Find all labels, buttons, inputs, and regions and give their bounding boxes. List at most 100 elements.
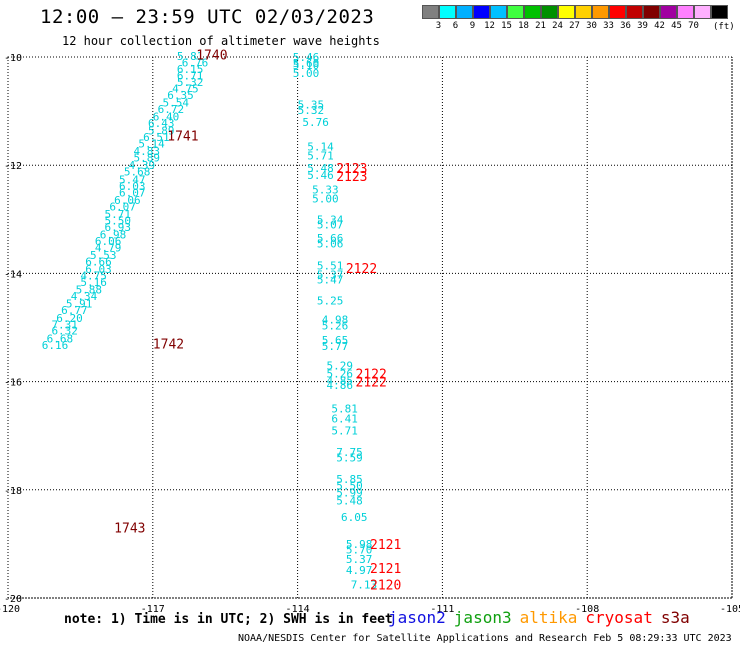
satellite-legend: jason2 jason3 altika cryosat s3a [388,608,698,627]
legend-swatches [422,5,728,19]
legend-swatch [592,5,609,19]
x-tick-label: -111 [430,604,454,615]
pass-label: 2122 [356,367,387,382]
note-text: note: 1) Time is in UTC; 2) SWH is in fe… [64,612,393,627]
wave-height-value: 6.15 [177,63,204,76]
wave-height-value: 5.89 [148,125,175,138]
wave-height-value: 5.59 [336,451,363,464]
wave-height-value: 5.60 [293,57,320,70]
satellite-name: altika [519,608,578,627]
wave-height-value: 5.06 [317,238,344,251]
wave-height-value: 5.47 [317,273,344,286]
pass-label: 2122 [346,262,377,277]
wave-height-value: 5.26 [327,367,354,380]
map-frame [7,56,733,599]
wave-height-value: 5.48 [307,162,334,175]
wave-height-value: 6.07 [109,200,136,213]
wave-height-value: 6.77 [61,304,88,317]
pass-label: 2123 [336,162,367,177]
x-tick-label: -117 [141,604,165,615]
y-tick-label: -10 [4,53,22,64]
wave-height-value: 5.51 [317,259,344,272]
pass-label: 2120 [370,578,401,593]
wave-height-value: 5.46 [307,169,334,182]
y-tick-label: -20 [4,594,22,605]
legend-swatch [473,5,490,19]
legend-label: 36 [620,21,631,31]
wave-height-value: 6.16 [42,339,69,352]
wave-height-value: 5.76 [302,116,329,129]
legend-label: 12 [484,21,495,31]
wave-height-value: 5.81 [177,50,204,63]
wave-height-value: 4.86 [327,379,354,392]
wave-height-value: 6.66 [85,255,112,268]
pass-label: 2123 [336,170,367,185]
pass-label: 1743 [114,522,145,537]
wave-height-value: 5.66 [317,232,344,245]
wave-height-value: 6.98 [100,228,127,241]
wave-height-value: 5.37 [317,268,344,281]
y-tick-label: -14 [4,269,22,280]
legend-swatch [660,5,677,19]
wave-height-value: 6.51 [143,131,170,144]
wave-height-value: 5.77 [322,340,349,353]
wave-height-value: 5.71 [105,208,131,221]
wave-height-value: 6.06 [114,194,141,207]
satellite-name: cryosat [585,608,653,627]
wave-height-value: 6.76 [182,56,209,69]
legend-label: 18 [518,21,529,31]
wave-height-value: 5.50 [336,479,363,492]
legend-swatch [456,5,473,19]
legend-swatch [609,5,626,19]
x-tick-label: -105 [720,604,740,615]
legend-label: 21 [535,21,546,31]
legend-label: 6 [452,21,459,31]
wave-height-value: 6.20 [56,312,82,325]
wave-height-value: 5.34 [317,213,344,226]
wave-height-value: 6.72 [158,103,185,116]
legend-swatch [422,5,439,19]
wave-height-value: 6.03 [119,180,146,193]
wave-height-value: 5.16 [80,276,107,289]
wave-height-value: 5.00 [312,193,339,206]
legend-label: 24 [552,21,563,31]
y-tick-label: -18 [4,486,22,497]
wave-height-value: 4.83 [133,145,160,158]
legend-swatch [694,5,711,19]
legend-label: 27 [569,21,580,31]
wave-height-value: 5.14 [138,138,165,151]
pass-label: 1741 [167,129,198,144]
footer-credit: NOAA/NESDIS Center for Satellite Applica… [238,633,732,644]
legend-label: 9 [469,21,476,31]
wave-height-value: 6.41 [331,412,358,425]
x-tick-label: -108 [575,604,599,615]
wave-height-value: 5.35 [298,99,325,112]
wave-height-value: 6.71 [177,69,204,82]
legend-label: 33 [603,21,614,31]
wave-height-value: 6.07 [119,186,146,199]
wave-height-value: 5.47 [119,173,146,186]
wave-height-value: 7.75 [336,446,363,459]
legend-labels: 3 6 9 12 15 18 21 24 27 30 33 36 39 42 45 70 [422,21,728,31]
wave-height-value: 6.93 [105,221,131,234]
y-tick-label: -12 [4,161,22,172]
wave-height-value: 5.99 [336,487,363,500]
legend-swatch [575,5,592,19]
wave-height-value: 6.68 [47,332,74,345]
wave-height-value: 6.43 [148,117,175,130]
wave-height-value: 5.32 [177,76,204,89]
wave-height-value: 5.29 [327,359,354,372]
legend-label: 3 [435,21,442,31]
pass-label: 2121 [370,562,401,577]
pass-label: 2122 [356,376,387,391]
wave-height-value: 5.65 [322,334,349,347]
legend-swatch [439,5,456,19]
legend-swatch [507,5,524,19]
wave-height-value: 6.32 [51,325,78,338]
satellite-name: jason2 [388,608,446,627]
wave-height-value: 4.75 [80,270,107,283]
legend-label: 70 [688,21,699,31]
map-title: 12:00 — 23:59 UTC 02/03/2023 [40,6,375,28]
wave-height-value: 4.85 [327,375,354,388]
wave-height-value: 5.37 [346,553,373,566]
